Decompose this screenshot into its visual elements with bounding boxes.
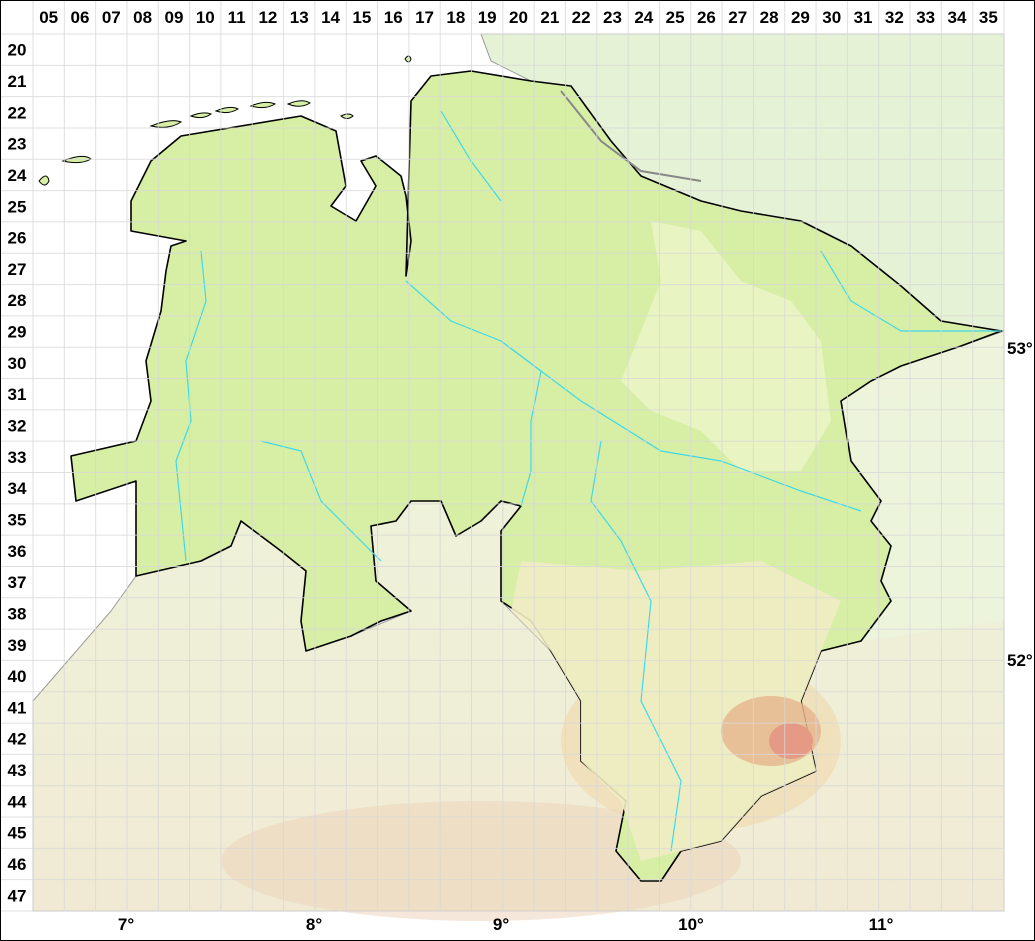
row-label: 33 [8,448,27,467]
column-label: 29 [791,8,810,27]
column-label: 11 [228,8,246,27]
row-label: 30 [8,354,27,373]
column-label: 08 [133,8,152,27]
column-label: 20 [509,8,528,27]
column-label: 23 [603,8,622,27]
row-label: 46 [8,855,27,874]
row-label: 26 [8,229,27,248]
column-label: 28 [760,8,779,27]
row-label: 29 [8,323,27,342]
island-5 [214,106,240,114]
row-label: 41 [8,698,27,717]
river-elbe [560,90,702,182]
column-label: 09 [164,8,183,27]
column-label: 10 [196,8,215,27]
column-label: 26 [697,8,716,27]
column-label: 34 [948,8,967,27]
row-label: 42 [8,730,27,749]
column-label: 32 [885,8,904,27]
column-label: 27 [728,8,747,27]
row-label: 23 [8,135,27,154]
column-label: 31 [854,8,873,27]
rivers-layer [175,90,1001,852]
column-label: 19 [478,8,497,27]
row-label: 40 [8,667,27,686]
longitude-label: 7° [118,915,134,934]
row-label: 27 [8,260,27,279]
grid-labels: 05 06 07 08 09 10 11 12 13 14 15 16 17 18 19 20 21 22 23 24… [8,8,1033,934]
row-label: 44 [8,792,27,811]
column-label: 06 [71,8,90,27]
river-leine [590,440,682,852]
row-label: 43 [8,761,27,780]
island-7 [286,100,311,107]
highland-area-south [221,801,741,921]
column-label: 21 [540,8,559,27]
row-label: 31 [8,385,27,404]
island-8 [340,113,354,119]
row-label: 47 [8,886,27,905]
longitude-label: 8° [306,915,322,934]
longitude-label: 9° [493,915,509,934]
latitude-label: 52° [1007,651,1033,670]
row-label: 25 [8,197,27,216]
column-label: 18 [446,8,465,27]
column-label: 25 [666,8,685,27]
island-6 [249,101,277,109]
island-9 [404,55,412,63]
column-label: 07 [102,8,121,27]
surrounding-land-east [841,381,1004,641]
island-1 [38,175,50,186]
row-label: 34 [8,479,27,498]
harz-peak [769,723,813,759]
row-label: 24 [8,166,27,185]
river-ems [175,250,207,562]
row-label: 39 [8,636,27,655]
column-label: 14 [321,8,340,27]
longitude-label: 10° [678,915,704,934]
column-label: 24 [634,8,653,27]
column-label: 35 [979,8,998,27]
row-label: 21 [8,72,27,91]
row-label: 32 [8,417,27,436]
column-label: 17 [415,8,434,27]
row-label: 20 [8,41,27,60]
column-label: 15 [352,8,371,27]
island-3 [149,120,183,128]
column-label: 12 [258,8,277,27]
row-label: 45 [8,824,27,843]
river-hunte [260,440,382,562]
row-label: 37 [8,573,27,592]
latitude-label: 53° [1007,339,1033,358]
row-label: 36 [8,542,27,561]
row-label: 35 [8,510,27,529]
column-label: 22 [572,8,591,27]
grid-lines [1,1,1005,912]
column-label: 05 [39,8,58,27]
row-label: 22 [8,103,27,122]
row-label: 28 [8,291,27,310]
island-4 [189,112,213,119]
column-label: 16 [384,8,403,27]
row-label: 38 [8,604,27,623]
longitude-label: 11° [869,915,894,934]
column-label: 33 [916,8,935,27]
column-label: 13 [290,8,309,27]
column-label: 30 [822,8,841,27]
light-heath-area [621,221,831,471]
